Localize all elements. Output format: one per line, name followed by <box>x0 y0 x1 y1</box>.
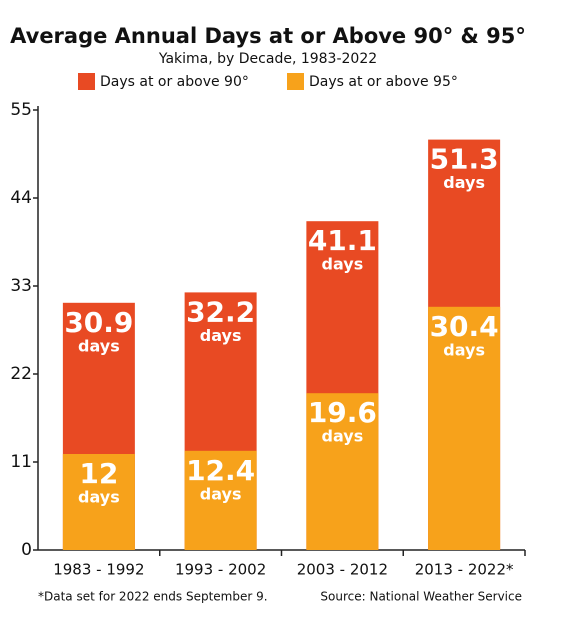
legend-swatch <box>78 73 95 90</box>
x-tick-label: 2003 - 2012 <box>297 561 388 579</box>
x-tick-label: 2013 - 2022* <box>415 561 514 579</box>
bar <box>306 393 379 550</box>
data-label: 12 <box>79 457 118 490</box>
data-unit: days <box>443 340 485 359</box>
data-unit: days <box>200 326 242 345</box>
x-tick-label: 1993 - 2002 <box>175 561 266 579</box>
source: Source: National Weather Service <box>320 590 522 604</box>
chart-title: Average Annual Days at or Above 90° & 95… <box>10 24 526 48</box>
data-label: 30.4 <box>430 310 499 343</box>
bar <box>428 306 501 550</box>
data-label: 41.1 <box>308 224 377 257</box>
y-tick-label: 0 <box>21 540 32 560</box>
x-tick-label: 1983 - 1992 <box>53 561 144 579</box>
bar <box>62 454 135 550</box>
data-unit: days <box>322 427 364 446</box>
data-unit: days <box>78 488 120 507</box>
y-tick-label: 33 <box>10 276 32 296</box>
data-unit: days <box>78 336 120 355</box>
data-label: 30.9 <box>64 306 133 339</box>
data-label: 19.6 <box>308 396 377 429</box>
data-unit: days <box>200 484 242 503</box>
y-tick-label: 22 <box>10 364 32 384</box>
data-unit: days <box>443 173 485 192</box>
y-tick-label: 55 <box>10 100 32 120</box>
chart-subtitle: Yakima, by Decade, 1983-2022 <box>158 51 377 67</box>
legend-label: Days at or above 95° <box>309 74 458 90</box>
legend-label: Days at or above 90° <box>100 74 249 90</box>
legend-swatch <box>287 73 304 90</box>
data-label: 32.2 <box>186 295 255 328</box>
y-tick-label: 44 <box>10 188 32 208</box>
data-label: 12.4 <box>186 454 255 487</box>
bar <box>184 450 257 550</box>
y-tick-label: 11 <box>10 452 32 472</box>
data-label: 51.3 <box>430 143 499 176</box>
footnote: *Data set for 2022 ends September 9. <box>38 590 268 604</box>
data-unit: days <box>322 255 364 274</box>
